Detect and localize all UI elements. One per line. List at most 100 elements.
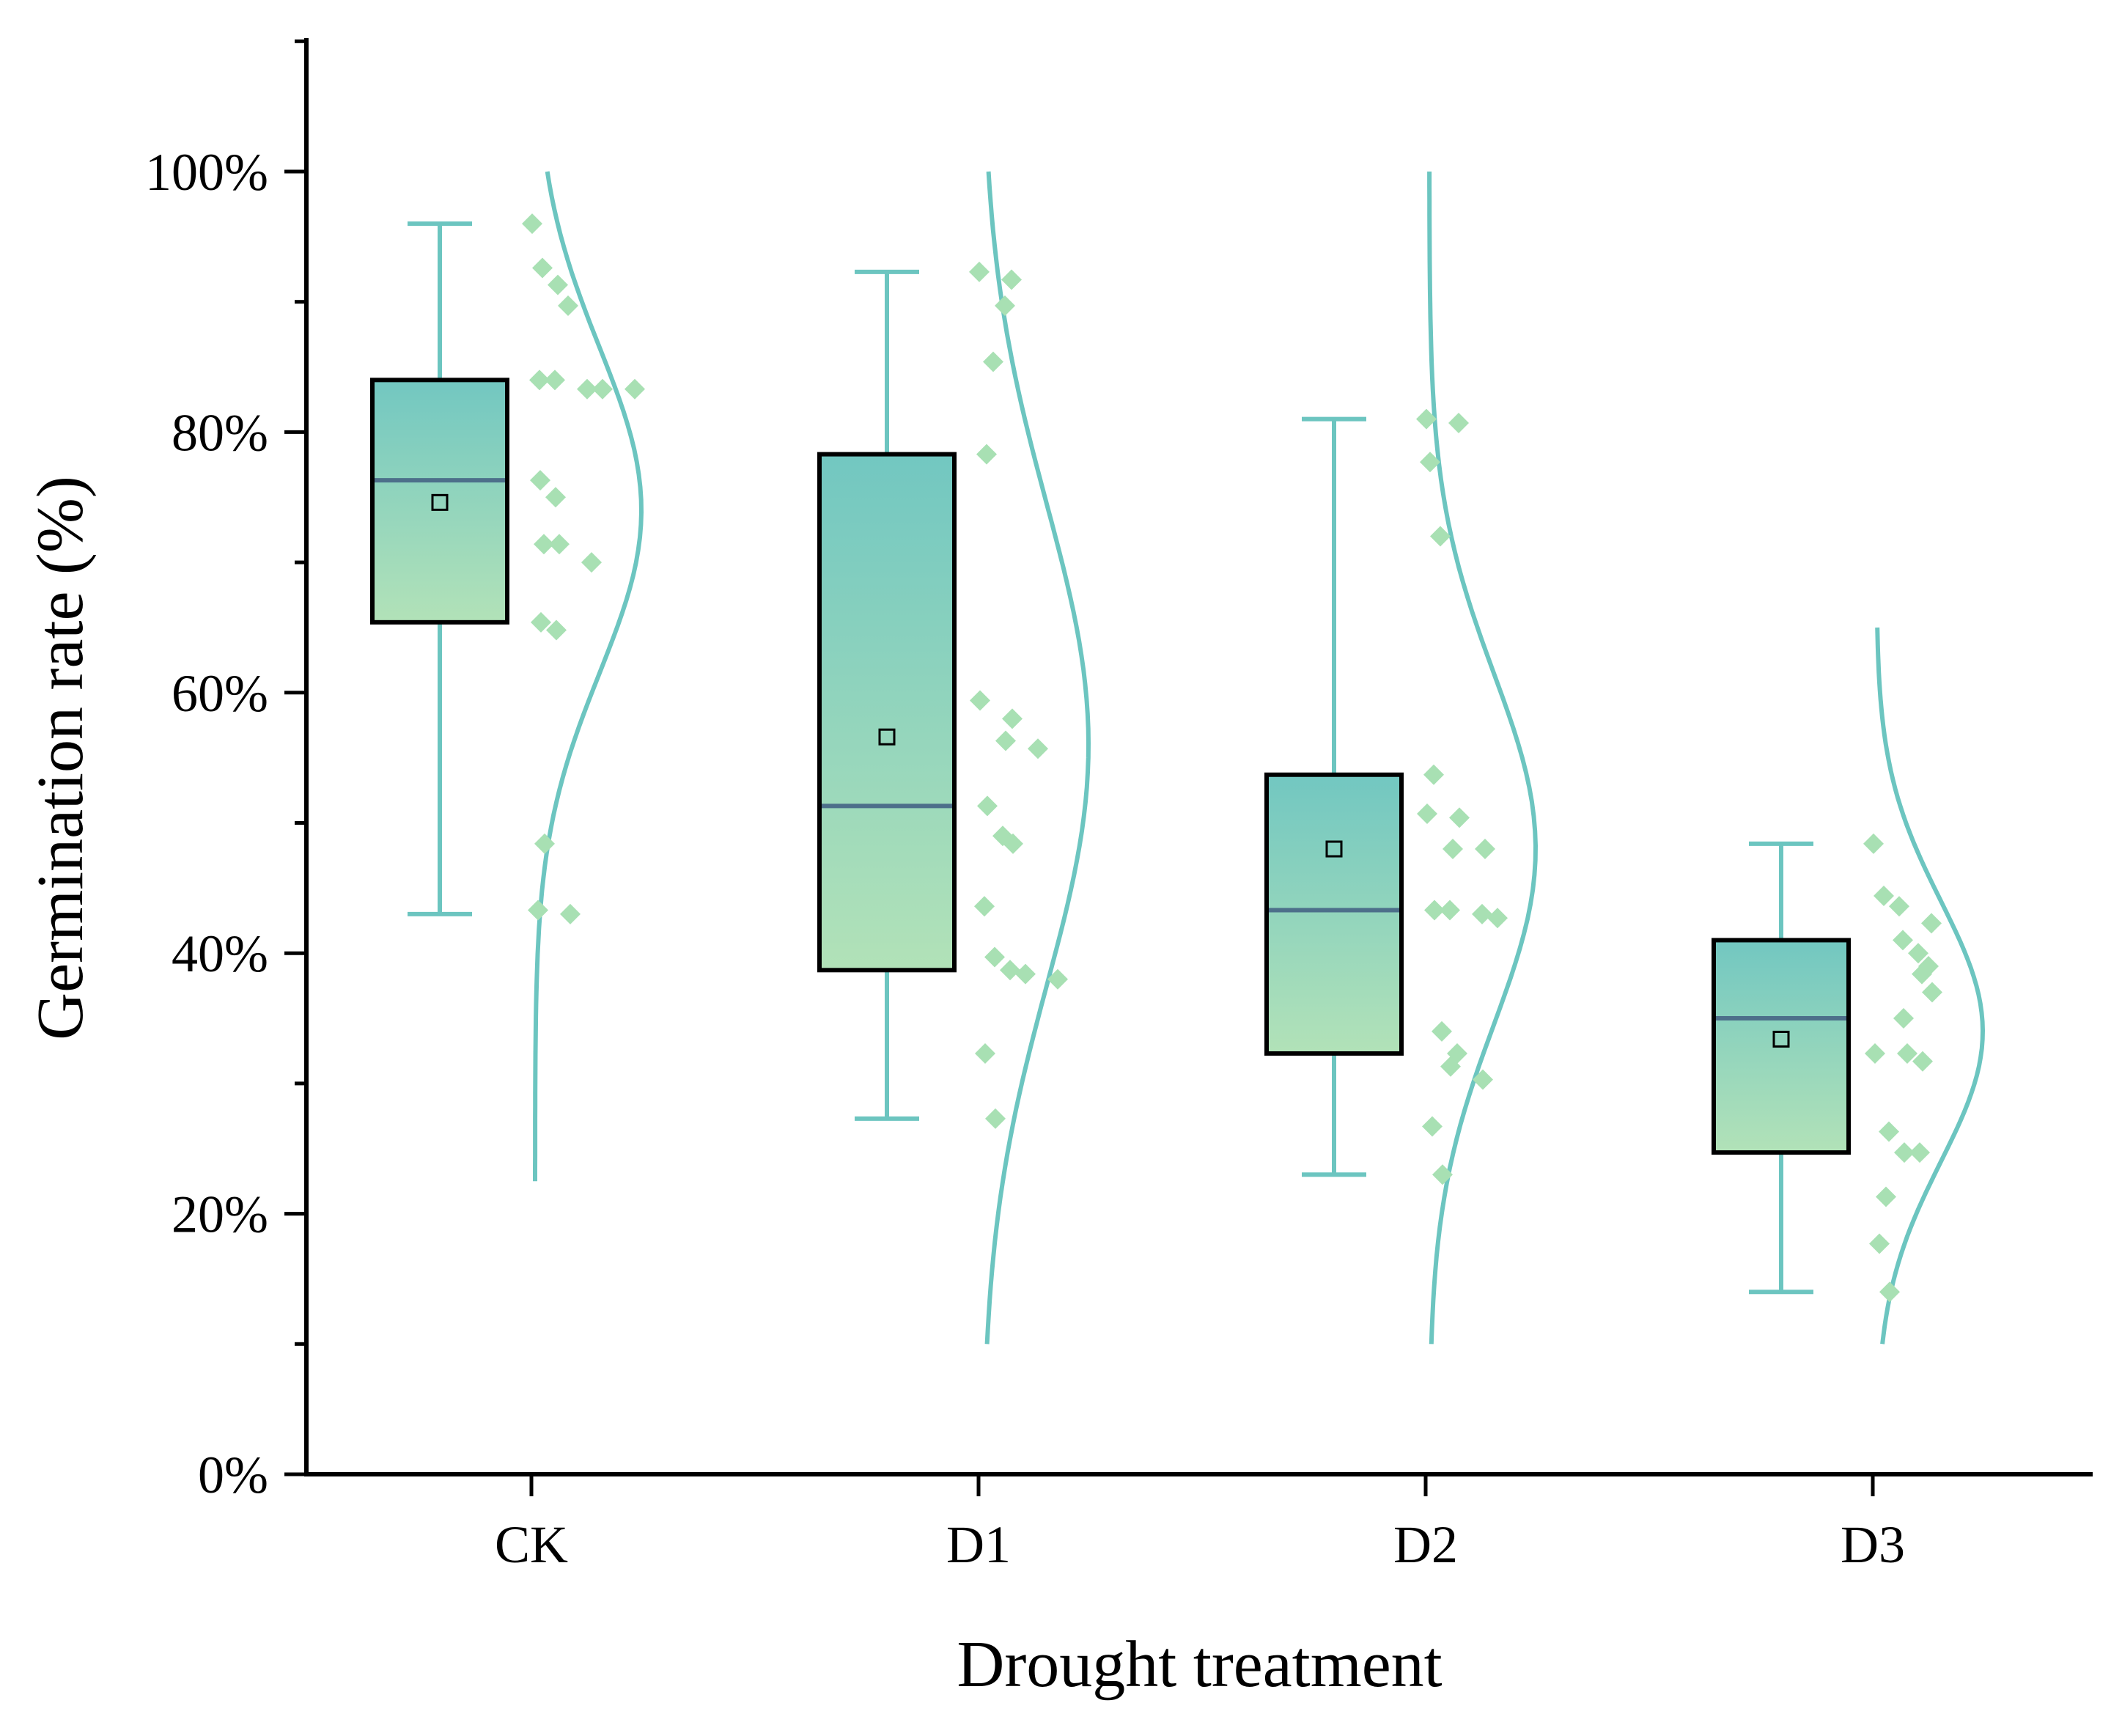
density-curve-d2 — [1427, 172, 1539, 1345]
data-point-d3 — [1879, 1281, 1900, 1303]
data-point-d1 — [995, 730, 1016, 751]
mean-marker-d2 — [1325, 840, 1343, 858]
data-point-d3 — [1889, 896, 1909, 917]
data-point-ck — [529, 369, 550, 391]
y-tick-label: 20% — [172, 1185, 268, 1244]
axes: 0% 20% 40% 60% 80% 100% CK D1 D2 D3 — [145, 38, 2093, 1574]
data-point-d1 — [985, 1108, 1006, 1129]
data-point-d2 — [1475, 839, 1495, 860]
density-curve-d1 — [984, 171, 1091, 1345]
data-point-d1 — [1047, 968, 1068, 990]
y-axis-label: Germination rate (%) — [24, 476, 97, 1040]
y-tick-label: 100% — [145, 143, 268, 202]
data-point-d3 — [1922, 982, 1942, 1003]
data-point-d3 — [1897, 1043, 1917, 1064]
data-point-d2 — [1423, 764, 1444, 785]
data-point-d1 — [995, 295, 1015, 317]
x-tick-label: D1 — [946, 1515, 1011, 1574]
data-point-d3 — [1921, 913, 1942, 934]
data-point-ck — [532, 257, 553, 279]
data-point-d3 — [1869, 1233, 1890, 1254]
data-point-d1 — [976, 444, 997, 465]
x-tick-label: D3 — [1841, 1515, 1905, 1574]
x-tick-label: CK — [495, 1515, 568, 1574]
x-axis-label: Drought treatment — [957, 1628, 1442, 1701]
data-point-d3 — [1909, 1142, 1930, 1163]
data-point-d3 — [1894, 1142, 1915, 1163]
data-point-d2 — [1440, 1056, 1461, 1077]
data-point-d2 — [1420, 452, 1440, 473]
data-point-d2 — [1440, 900, 1460, 921]
data-point-d3 — [1863, 833, 1884, 854]
y-tick-label: 80% — [172, 403, 268, 462]
box-plots — [370, 221, 1851, 1295]
data-point-ck — [545, 369, 565, 391]
data-point-ck — [577, 378, 597, 400]
data-point-ck — [581, 552, 602, 573]
y-tick-label: 0% — [198, 1446, 268, 1504]
data-point-d2 — [1473, 1069, 1493, 1090]
data-point-d2 — [1487, 908, 1508, 929]
data-point-d1 — [969, 261, 990, 282]
data-point-d2 — [1416, 408, 1437, 430]
data-point-d3 — [1874, 886, 1894, 907]
data-point-d2 — [1422, 1116, 1443, 1137]
data-point-d1 — [1000, 960, 1020, 981]
data-point-ck — [592, 378, 613, 400]
data-point-d1 — [1015, 963, 1036, 985]
data-point-ck — [560, 903, 581, 924]
density-curve-d3 — [1875, 627, 1986, 1345]
data-point-ck — [549, 534, 570, 555]
data-point-ck — [546, 619, 567, 641]
data-point-d3 — [1912, 1051, 1933, 1072]
data-point-ck — [522, 213, 542, 235]
x-tick-label: D2 — [1393, 1515, 1458, 1574]
y-tick-label: 60% — [172, 664, 268, 723]
density-curves — [533, 171, 1986, 1345]
data-point-ck — [531, 611, 551, 633]
data-point-d1 — [977, 795, 998, 817]
data-point-d1 — [1002, 708, 1023, 729]
data-point-d1 — [983, 351, 1003, 372]
data-point-ck — [545, 487, 566, 508]
data-point-ck — [548, 274, 568, 295]
box-d1 — [817, 452, 957, 973]
data-point-d3 — [1876, 1186, 1896, 1207]
data-point-d2 — [1443, 839, 1463, 860]
data-point-d3 — [1912, 963, 1932, 985]
data-point-d1 — [1001, 269, 1022, 290]
data-point-ck — [625, 378, 645, 400]
data-point-d2 — [1424, 900, 1445, 921]
mean-marker-d3 — [1772, 1030, 1790, 1048]
data-points — [522, 213, 1942, 1303]
mean-marker-ck — [431, 493, 449, 511]
data-point-ck — [528, 900, 548, 921]
density-curve-ck — [533, 171, 644, 1182]
data-point-d2 — [1417, 803, 1437, 825]
data-point-d2 — [1448, 412, 1469, 433]
data-point-d3 — [1879, 1121, 1899, 1142]
box-d2 — [1264, 772, 1404, 1056]
mean-marker-d1 — [878, 728, 896, 746]
data-point-d1 — [984, 946, 1005, 968]
data-point-d1 — [1028, 738, 1048, 760]
data-point-d2 — [1472, 903, 1492, 924]
data-point-d3 — [1865, 1043, 1885, 1064]
data-point-d2 — [1432, 1020, 1452, 1042]
data-point-d2 — [1432, 1164, 1453, 1185]
data-point-d1 — [974, 896, 995, 917]
data-point-d2 — [1430, 526, 1451, 547]
data-point-d2 — [1449, 807, 1470, 828]
data-point-d1 — [1003, 833, 1023, 854]
data-point-d3 — [1893, 930, 1913, 951]
data-point-d3 — [1893, 1008, 1914, 1029]
data-point-ck — [558, 295, 578, 317]
box-ck — [370, 378, 509, 625]
data-point-d1 — [975, 1043, 995, 1064]
data-point-ck — [534, 833, 555, 854]
data-point-d3 — [1908, 943, 1928, 964]
data-point-ck — [530, 470, 550, 491]
data-point-d1 — [970, 690, 990, 711]
y-tick-label: 40% — [172, 924, 268, 983]
